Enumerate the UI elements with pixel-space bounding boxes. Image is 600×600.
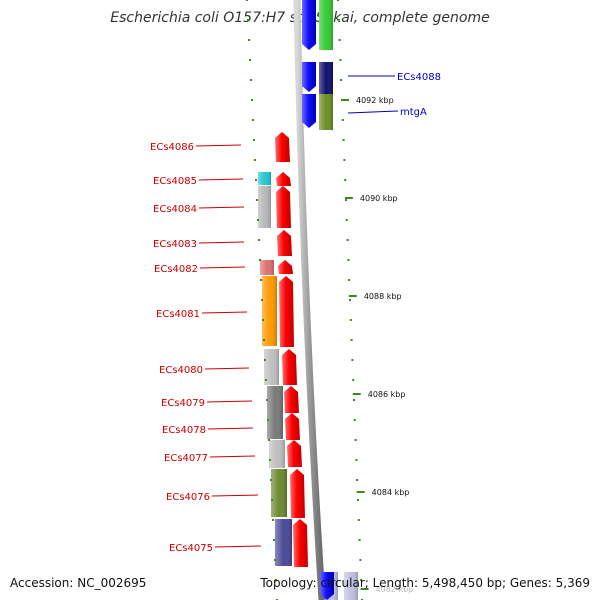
gene-label: ECs4083 — [153, 239, 197, 250]
cog-block-shade — [267, 386, 283, 439]
cog-block-shade — [271, 469, 287, 517]
reverse-gene-arrow — [285, 413, 300, 440]
reverse-gene-arrow — [284, 386, 299, 413]
label-leader-line — [207, 427, 254, 430]
label-leader-line — [209, 455, 256, 458]
label-leader-line — [347, 110, 399, 114]
genome-stats-text: Topology: circular; Length: 5,498,450 bp… — [260, 576, 590, 590]
reverse-gene-arrow — [287, 440, 302, 467]
kbp-label: 4084 kbp — [372, 488, 410, 497]
gene-label: ECs4080 — [159, 365, 203, 376]
gene-label: ECs4075 — [169, 543, 213, 554]
accession-text: Accession: NC_002695 — [10, 576, 147, 590]
reverse-gene-arrow — [276, 186, 291, 228]
gene-label: ECs4084 — [153, 204, 197, 215]
reverse-gene-arrow — [293, 519, 308, 567]
label-leader-line — [195, 144, 242, 147]
gene-label: ECs4077 — [164, 453, 208, 464]
gene-label: ECs4085 — [153, 176, 197, 187]
reverse-gene-arrow — [275, 132, 290, 162]
gene-label: ECs4082 — [154, 264, 198, 275]
kbp-labels: 4092 kbp 4090 kbp 4088 kbp 4086 kbp 4084 kbp… — [341, 96, 413, 594]
gene-label: ECs4088 — [397, 72, 441, 83]
gene-label: mtgA — [400, 107, 427, 118]
reverse-gene-arrow — [277, 230, 292, 256]
cog-block-shade — [275, 519, 292, 566]
gene-label: ECs4079 — [161, 398, 205, 409]
cog-block-shade — [269, 440, 285, 468]
kbp-label: 4082 kbp — [376, 585, 414, 594]
label-leader-line — [204, 367, 250, 370]
label-leader-line — [198, 206, 245, 209]
gene-labels: ECs4086 ECs4085 ECs4084 ECs4083 ECs4082 ECs40… — [150, 72, 441, 554]
gene-label: ECs4078 — [162, 425, 206, 436]
reverse-gene-arrow — [282, 349, 297, 385]
cog-block-shade — [264, 349, 279, 385]
reverse-gene-arrow — [279, 276, 294, 347]
cog-block-shade — [344, 572, 358, 600]
cog-block-shade — [319, 0, 333, 50]
label-leader-line — [198, 241, 245, 244]
forward-gene-arrow — [302, 0, 316, 50]
kbp-label: 4088 kbp — [364, 292, 402, 301]
cog-block-shade — [258, 172, 271, 185]
reverse-gene-arrow — [278, 260, 293, 274]
reverse-gene-arrow — [290, 469, 305, 518]
gene-track — [275, 0, 334, 600]
cog-block-shade — [258, 186, 271, 228]
kbp-label: 4090 kbp — [360, 194, 398, 203]
gene-label: ECs4081 — [156, 309, 200, 320]
cog-block-shade — [260, 260, 274, 275]
scale-ticks — [246, 0, 363, 600]
cog-block-shade — [319, 62, 333, 94]
cog-block-shade — [262, 276, 277, 346]
genome-backbone — [293, 0, 326, 600]
label-leader-line — [214, 545, 262, 548]
label-leader-line — [206, 400, 253, 403]
forward-gene-arrow — [302, 62, 316, 92]
gene-label: ECs4076 — [166, 492, 210, 503]
cog-block-shade — [319, 94, 333, 130]
forward-gene-arrow — [302, 94, 316, 128]
label-leader-line — [199, 266, 246, 269]
forward-gene-arrow — [320, 572, 334, 600]
reverse-gene-arrow — [276, 172, 291, 186]
label-leader-line — [198, 178, 244, 181]
gene-label: ECs4086 — [150, 142, 194, 153]
cog-category-track — [258, 0, 358, 600]
label-leader-line — [211, 494, 259, 497]
kbp-label: 4086 kbp — [368, 390, 406, 399]
label-leader-line — [201, 311, 248, 314]
kbp-label: 4092 kbp — [356, 96, 394, 105]
